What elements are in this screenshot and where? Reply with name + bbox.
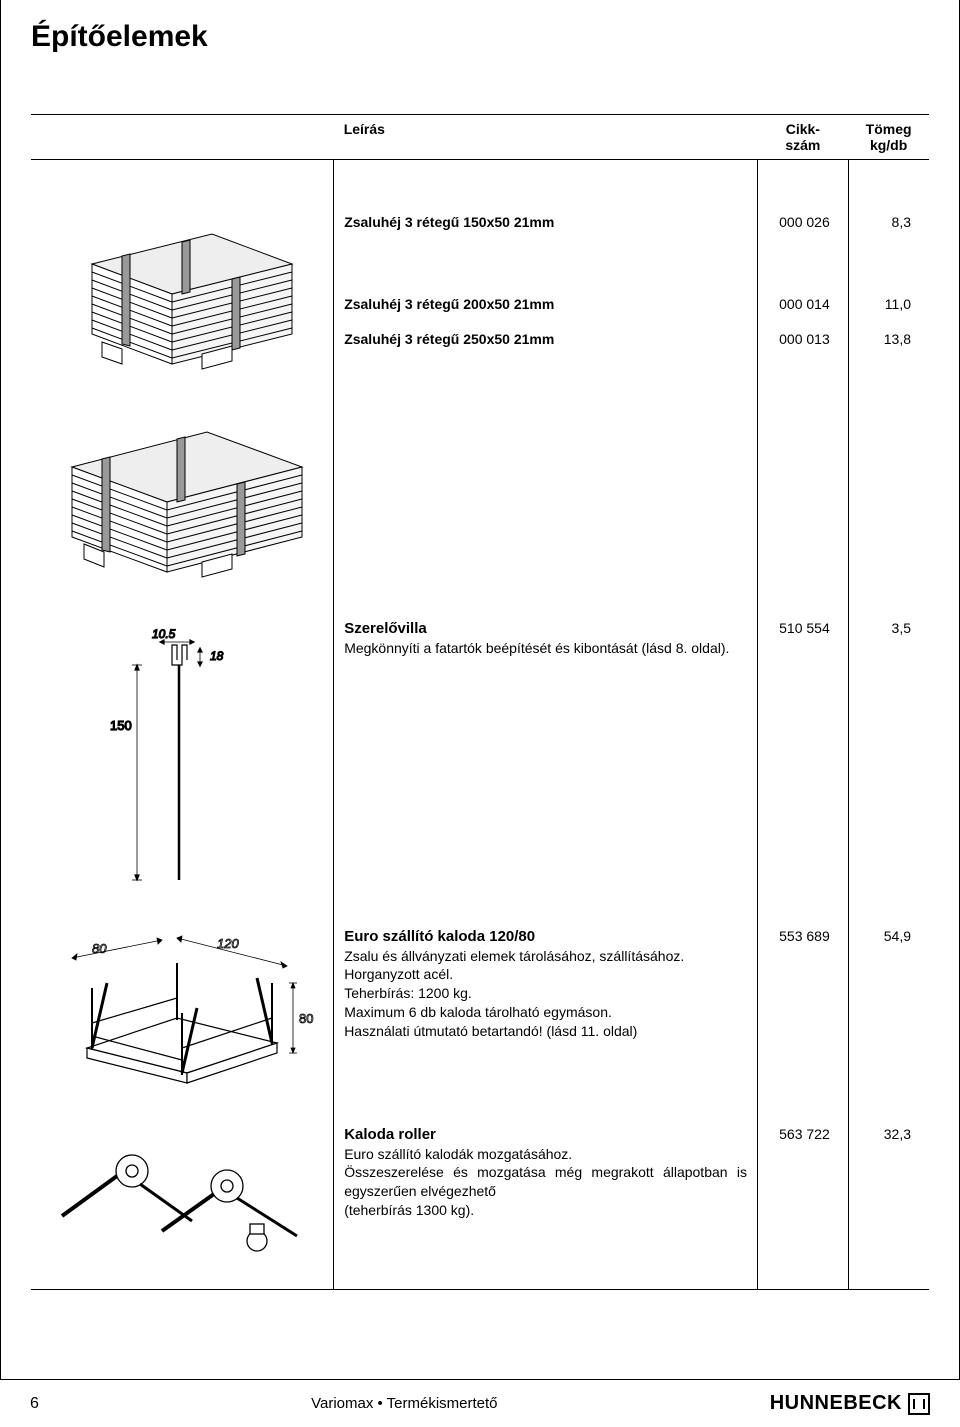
product-table: Leírás Cikk- szám Tömeg kg/db xyxy=(31,114,929,1290)
col-cikk-header: Cikk- szám xyxy=(757,115,848,160)
svg-text:80: 80 xyxy=(299,1011,313,1026)
plywood-stack-illustration-2 xyxy=(31,412,333,592)
table-row xyxy=(31,398,929,606)
table-row: 10.5 18 xyxy=(31,606,929,914)
table-row: Kaloda roller Euro szállító kalodák mozg… xyxy=(31,1112,929,1280)
roller-illustration xyxy=(31,1126,333,1266)
cikk-value: 000 014 xyxy=(757,296,848,331)
svg-text:18: 18 xyxy=(210,649,224,663)
plywood-stack-illustration xyxy=(31,214,333,384)
product-description: Euro szállító kaloda 120/80 Zsalu és áll… xyxy=(344,928,747,1041)
tomeg-value: 13,8 xyxy=(848,331,929,397)
brand-logo: HUNNEBECK xyxy=(770,1392,930,1415)
page-number: 6 xyxy=(30,1395,39,1413)
tomeg-value: 32,3 xyxy=(848,1112,929,1280)
table-row: Zsaluhéj 3 rétegű 150x50 21mm 000 026 8,… xyxy=(31,200,929,297)
fork-tool-illustration: 10.5 18 xyxy=(31,620,333,900)
col-leiras-header: Leírás xyxy=(334,115,758,160)
cikk-value: 000 013 xyxy=(757,331,848,397)
product-description: Szerelővilla Megkönnyíti a fatartók beép… xyxy=(344,620,747,658)
tomeg-value: 3,5 xyxy=(848,606,929,914)
tomeg-value: 11,0 xyxy=(848,296,929,331)
tomeg-value: 54,9 xyxy=(848,914,929,1112)
table-row: 80 120 80 xyxy=(31,914,929,1112)
brand-icon xyxy=(908,1393,930,1415)
product-name: Zsaluhéj 3 rétegű 150x50 21mm xyxy=(344,214,554,230)
page-frame: Építőelemek Leírás Cikk- szám Tömeg kg/d… xyxy=(0,0,960,1380)
product-description: Kaloda roller Euro szállító kalodák mozg… xyxy=(344,1126,747,1221)
tomeg-value: 8,3 xyxy=(848,200,929,297)
svg-text:10.5: 10.5 xyxy=(152,627,176,641)
cikk-value: 563 722 xyxy=(757,1112,848,1280)
product-name: Zsaluhéj 3 rétegű 250x50 21mm xyxy=(344,331,554,347)
cikk-value: 553 689 xyxy=(757,914,848,1112)
page-title: Építőelemek xyxy=(31,20,929,54)
col-image-header xyxy=(31,115,334,160)
footer-title: Variomax • Termékismertető xyxy=(39,1395,770,1412)
pallet-cage-illustration: 80 120 80 xyxy=(31,928,333,1098)
product-name: Zsaluhéj 3 rétegű 200x50 21mm xyxy=(344,296,554,312)
cikk-value: 000 026 xyxy=(757,200,848,297)
svg-text:150: 150 xyxy=(110,718,132,733)
col-tomeg-header: Tömeg kg/db xyxy=(848,115,929,160)
page-footer: 6 Variomax • Termékismertető HUNNEBECK xyxy=(0,1380,960,1427)
cikk-value: 510 554 xyxy=(757,606,848,914)
